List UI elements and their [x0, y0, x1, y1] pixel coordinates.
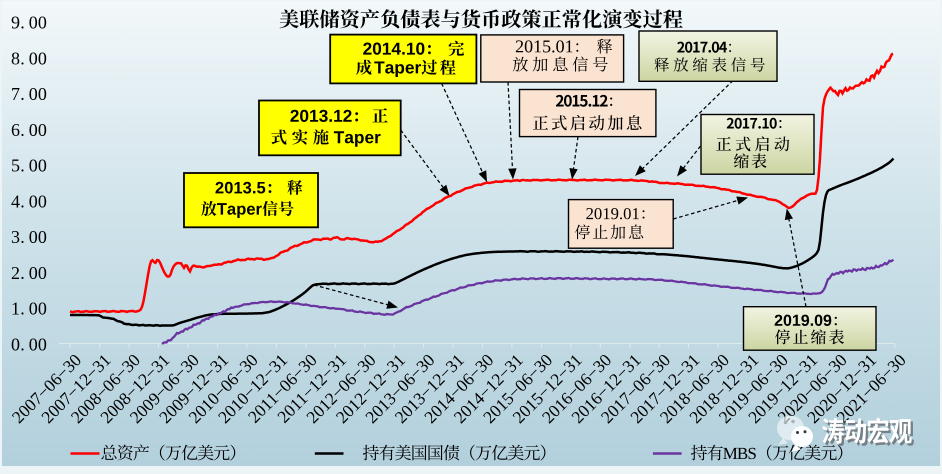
svg-text:2. 00: 2. 00: [11, 263, 47, 283]
svg-text:7. 00: 7. 00: [11, 84, 47, 104]
svg-text:0. 00: 0. 00: [11, 334, 47, 354]
svg-text:9. 00: 9. 00: [11, 13, 47, 33]
svg-text:4. 00: 4. 00: [11, 191, 47, 211]
svg-text:8. 00: 8. 00: [11, 49, 47, 69]
svg-text:6. 00: 6. 00: [11, 120, 47, 140]
svg-text:3. 00: 3. 00: [11, 227, 47, 247]
svg-text:1. 00: 1. 00: [11, 299, 47, 319]
svg-text:5. 00: 5. 00: [11, 156, 47, 176]
